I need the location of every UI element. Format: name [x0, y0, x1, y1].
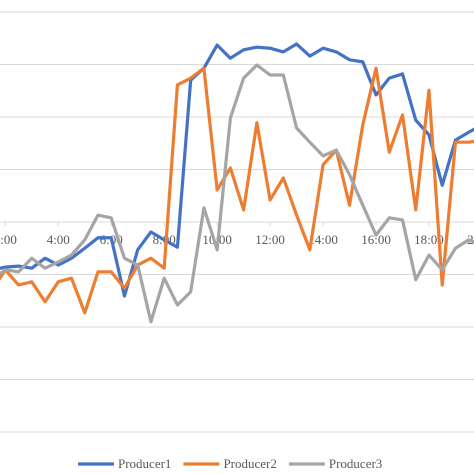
series-line — [0, 66, 474, 315]
x-tick-label: 16:00 — [361, 232, 391, 247]
legend-label: Producer1 — [118, 456, 171, 471]
x-tick-label: 12:00 — [255, 232, 285, 247]
x-tick-label: 2:00 — [0, 232, 17, 247]
series-line — [0, 63, 474, 324]
x-tick-label: 18:00 — [414, 232, 444, 247]
x-tick-label: 14:00 — [308, 232, 338, 247]
series-line — [0, 42, 474, 298]
legend: Producer1 Producer2 Producer3 — [78, 456, 382, 471]
legend-label: Producer2 — [223, 456, 276, 471]
x-tick-label: 4:00 — [47, 232, 70, 247]
legend-label: Producer3 — [329, 456, 382, 471]
